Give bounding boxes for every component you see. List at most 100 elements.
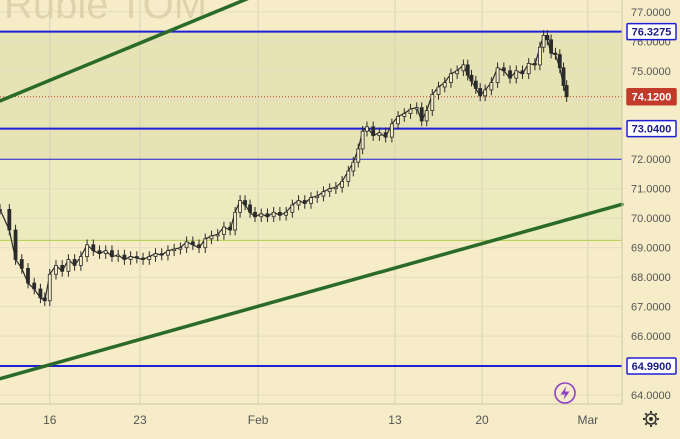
candle-body — [296, 200, 301, 206]
candle-body — [19, 259, 24, 269]
y-tick-label: 64.0000 — [631, 390, 671, 402]
candle-body — [514, 70, 519, 79]
price-badge-label: 73.0400 — [632, 124, 672, 136]
y-tick-label: 67.0000 — [631, 302, 671, 314]
candle-body — [360, 130, 365, 150]
x-tick-label: 13 — [388, 413, 402, 427]
candle-body — [233, 211, 238, 231]
candle-body — [402, 113, 407, 117]
candle-body — [209, 235, 214, 240]
candle-body — [47, 273, 52, 302]
candle-body — [72, 259, 77, 266]
candle-body — [271, 211, 276, 218]
candle-body — [533, 63, 537, 66]
candle-body — [557, 54, 562, 69]
price-badge-label: 76.3275 — [632, 27, 672, 39]
candle-body — [430, 93, 435, 111]
candle-body — [561, 67, 566, 86]
candle-body — [309, 197, 313, 204]
candle-body — [478, 88, 483, 97]
candle-body — [520, 70, 525, 75]
candle-body — [116, 254, 121, 257]
candle-body — [356, 148, 361, 163]
candle-body — [465, 64, 470, 76]
gear-icon[interactable] — [643, 411, 659, 427]
trendline[interactable] — [0, 0, 255, 103]
candle-body — [128, 256, 133, 260]
y-tick-label: 69.0000 — [631, 243, 671, 255]
candle-body — [414, 107, 419, 110]
zone-band — [0, 31, 622, 160]
candle-body — [147, 256, 152, 260]
candle-body — [78, 256, 83, 266]
price-badges: 76.3275 74.1200 73.0400 64.9900 — [626, 22, 677, 375]
candle-body — [265, 213, 270, 218]
candle-body — [483, 89, 488, 97]
candle-body — [545, 34, 550, 41]
candle-body — [0, 208, 2, 211]
candle-body — [327, 188, 332, 193]
price-badge — [626, 357, 677, 375]
y-tick-label: 72.0000 — [631, 154, 671, 166]
y-tick-label: 75.0000 — [631, 66, 671, 78]
trendline[interactable] — [0, 202, 624, 381]
candle-body — [315, 195, 320, 198]
candle-body — [495, 67, 500, 83]
price-badge — [626, 119, 677, 138]
horizontal-levels[interactable] — [0, 30, 622, 367]
candle-body — [489, 82, 494, 91]
lightning-icon[interactable] — [554, 382, 576, 404]
trendlines[interactable] — [0, 0, 624, 381]
candle-body — [32, 282, 37, 290]
candle-body — [340, 180, 345, 188]
candle-body — [103, 250, 108, 255]
candle-body — [377, 132, 382, 137]
candle-body — [302, 200, 307, 204]
candle-body — [549, 39, 553, 54]
y-tick-label: 77.0000 — [631, 7, 671, 19]
candle-body — [54, 265, 58, 275]
candle-body — [153, 253, 158, 257]
candle-body — [383, 132, 388, 138]
candle-body — [222, 226, 226, 235]
candle-body — [190, 241, 195, 246]
candle-body — [526, 63, 531, 75]
candle-body — [508, 70, 512, 79]
candle-body — [228, 226, 233, 231]
candle-body — [419, 107, 424, 122]
candle-body — [159, 253, 164, 256]
candle-body — [134, 256, 139, 259]
candle-body — [238, 200, 242, 213]
watermark: Ruble TOM — [4, 0, 207, 27]
candle-body — [203, 238, 208, 249]
candle-body — [26, 267, 30, 284]
candle-body — [449, 73, 453, 83]
candle-body — [371, 126, 376, 137]
candle-body — [461, 64, 466, 72]
candle-body — [184, 241, 189, 249]
price-badge-label: 74.1200 — [632, 92, 672, 104]
y-tick-label: 66.0000 — [631, 331, 671, 343]
candle-body — [277, 211, 282, 216]
candle-body — [259, 213, 264, 218]
candle-body — [537, 46, 542, 66]
x-tick-label: 23 — [133, 413, 147, 427]
candle-body — [122, 254, 127, 260]
price-badge — [626, 22, 677, 41]
candle-body — [424, 110, 429, 122]
candle-body — [178, 247, 183, 250]
candle-body — [469, 74, 474, 82]
candle-body — [85, 244, 89, 257]
candle-body — [553, 52, 558, 55]
candle-body — [97, 250, 102, 255]
candle-body — [248, 204, 252, 213]
candle-body — [501, 67, 506, 72]
candle-body — [215, 234, 220, 237]
candle-body — [42, 297, 47, 302]
x-tick-label: 20 — [475, 413, 489, 427]
candle-body — [408, 108, 413, 114]
candle-body — [290, 204, 295, 213]
y-tick-label: 70.0000 — [631, 213, 671, 225]
